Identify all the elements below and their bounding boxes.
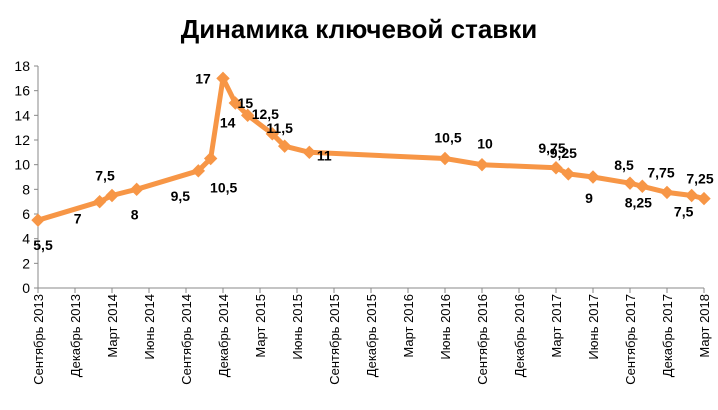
y-tick-label: 14 [14, 107, 30, 123]
x-tick-label: Март 2015 [253, 294, 268, 358]
y-tick-label: 4 [22, 231, 30, 247]
data-label: 14 [220, 114, 236, 130]
data-label: 12,5 [252, 106, 279, 122]
data-point-marker [623, 176, 637, 190]
data-point-marker [92, 194, 107, 209]
data-point-marker [697, 191, 711, 206]
y-tick-label: 12 [14, 132, 30, 148]
data-point-marker [203, 151, 218, 166]
data-label: 7,5 [95, 168, 115, 184]
data-label: 9,25 [550, 145, 577, 161]
data-label: 15 [238, 95, 254, 111]
y-tick-label: 16 [14, 83, 30, 99]
x-tick-label: Сентябрь 2017 [623, 294, 638, 385]
x-tick-label: Сентябрь 2015 [327, 294, 342, 385]
data-point-marker [302, 145, 317, 160]
x-tick-label: Март 2016 [401, 294, 416, 358]
data-point-marker [660, 185, 674, 200]
data-point-marker [31, 213, 45, 227]
data-label: 8,25 [625, 194, 652, 210]
data-label: 8 [131, 206, 139, 222]
data-label: 11,5 [266, 120, 293, 136]
series-line [35, 75, 707, 223]
data-point-marker [265, 127, 280, 141]
data-point-marker [561, 167, 576, 181]
data-point-marker [105, 188, 119, 203]
x-tick-label: Март 2014 [105, 294, 120, 358]
data-point-marker [216, 71, 230, 86]
x-tick-label: Сентябрь 2014 [179, 294, 194, 385]
x-tick-label: Июнь 2017 [586, 294, 601, 360]
x-tick-label: Декабрь 2017 [660, 294, 675, 377]
data-label: 7,5 [674, 204, 694, 220]
data-point-marker [129, 182, 144, 197]
chart-title: Динамика ключевой ставки [180, 14, 538, 44]
data-point-marker [277, 139, 292, 153]
x-tick-label: Июнь 2014 [142, 294, 157, 360]
data-label: 8,5 [614, 157, 634, 173]
x-tick-label: Декабрь 2014 [216, 294, 231, 377]
data-point-marker [228, 96, 243, 110]
data-label: 10 [477, 136, 493, 152]
x-tick-label: Июнь 2016 [438, 294, 453, 360]
data-label: 9,75 [538, 140, 565, 156]
x-tick-label: Март 2018 [697, 294, 712, 358]
data-label: 10,5 [210, 180, 237, 196]
data-point-marker [191, 164, 206, 178]
data-label: 11 [317, 147, 332, 163]
data-label: 7 [74, 211, 82, 227]
x-tick-label: Июнь 2015 [290, 294, 305, 360]
data-label: 10,5 [434, 130, 461, 146]
x-tick-label: Декабрь 2015 [364, 294, 379, 377]
y-tick-label: 10 [14, 157, 30, 173]
y-tick-label: 0 [22, 280, 30, 296]
y-tick-label: 2 [22, 255, 30, 271]
x-tick-label: Декабрь 2016 [512, 294, 527, 377]
data-point-marker [586, 170, 600, 184]
data-label: 9 [585, 190, 593, 206]
y-tick-label: 18 [14, 58, 30, 74]
data-point-marker [684, 188, 699, 203]
data-point-marker [438, 151, 452, 166]
y-tick-label: 6 [22, 206, 30, 222]
y-tick-label: 8 [22, 181, 30, 197]
x-tick-label: Март 2017 [549, 294, 564, 358]
x-tick-label: Декабрь 2013 [68, 294, 83, 377]
data-point-marker [635, 179, 650, 193]
data-label: 7,75 [647, 164, 674, 180]
data-point-marker [549, 161, 563, 175]
data-label: 7,25 [686, 171, 713, 187]
data-point-marker [240, 108, 255, 123]
data-label: 5,5 [33, 237, 53, 253]
x-tick-label: Сентябрь 2016 [475, 294, 490, 385]
data-label: 9,5 [171, 188, 191, 204]
data-point-marker [475, 157, 489, 172]
data-label: 17 [195, 70, 211, 86]
x-tick-label: Сентябрь 2013 [31, 294, 46, 385]
